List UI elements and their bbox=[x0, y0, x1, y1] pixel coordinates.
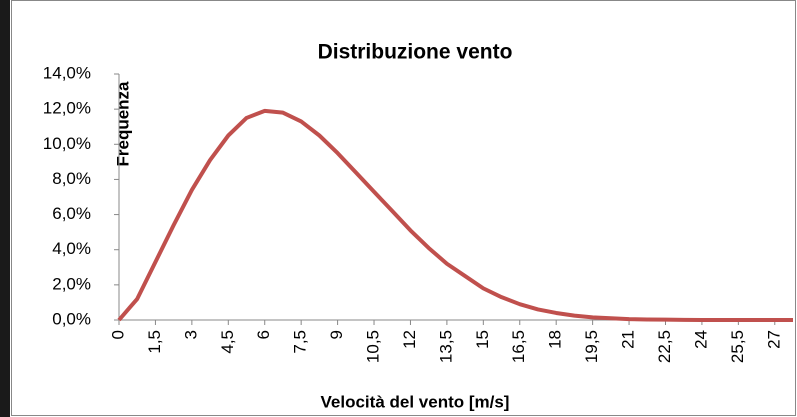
x-tick-label: 18 bbox=[546, 330, 565, 349]
x-tick-label: 27 bbox=[764, 330, 783, 349]
y-axis-label: Frequenza bbox=[113, 81, 132, 167]
y-tick-label: 10,0% bbox=[43, 134, 91, 153]
x-tick-label: 10,5 bbox=[364, 330, 383, 363]
x-tick-label: 7,5 bbox=[291, 330, 310, 354]
x-tick-label: 22,5 bbox=[655, 330, 674, 363]
x-tick-label: 9 bbox=[327, 330, 346, 339]
x-tick-label: 24 bbox=[691, 330, 710, 349]
x-tick-label: 19,5 bbox=[582, 330, 601, 363]
y-tick-label: 2,0% bbox=[52, 274, 91, 293]
x-tick-label: 0 bbox=[108, 330, 127, 339]
x-tick-label: 1,5 bbox=[145, 330, 164, 354]
x-tick-label: 16,5 bbox=[509, 330, 528, 363]
x-tick-label: 4,5 bbox=[218, 330, 237, 354]
x-tick-label: 3 bbox=[181, 330, 200, 339]
y-tick-label: 14,0% bbox=[43, 63, 91, 82]
x-axis-label: Velocità del vento [m/s] bbox=[321, 392, 510, 411]
y-tick-label: 6,0% bbox=[52, 204, 91, 223]
x-tick-label: 6 bbox=[254, 330, 273, 339]
y-tick-label: 4,0% bbox=[52, 239, 91, 258]
x-tick-label: 21 bbox=[619, 330, 638, 349]
left-edge bbox=[0, 0, 10, 417]
chart-title: Distribuzione vento bbox=[318, 41, 513, 64]
y-tick-label: 12,0% bbox=[43, 99, 91, 118]
chart-border bbox=[11, 0, 796, 416]
x-tick-label: 12 bbox=[400, 330, 419, 349]
y-tick-label: 0,0% bbox=[52, 309, 91, 328]
x-tick-label: 13,5 bbox=[436, 330, 455, 363]
x-tick-label: 25,5 bbox=[728, 330, 747, 363]
data-line bbox=[117, 108, 793, 322]
x-tick-label: 15 bbox=[473, 330, 492, 349]
y-tick-label: 8,0% bbox=[52, 169, 91, 188]
